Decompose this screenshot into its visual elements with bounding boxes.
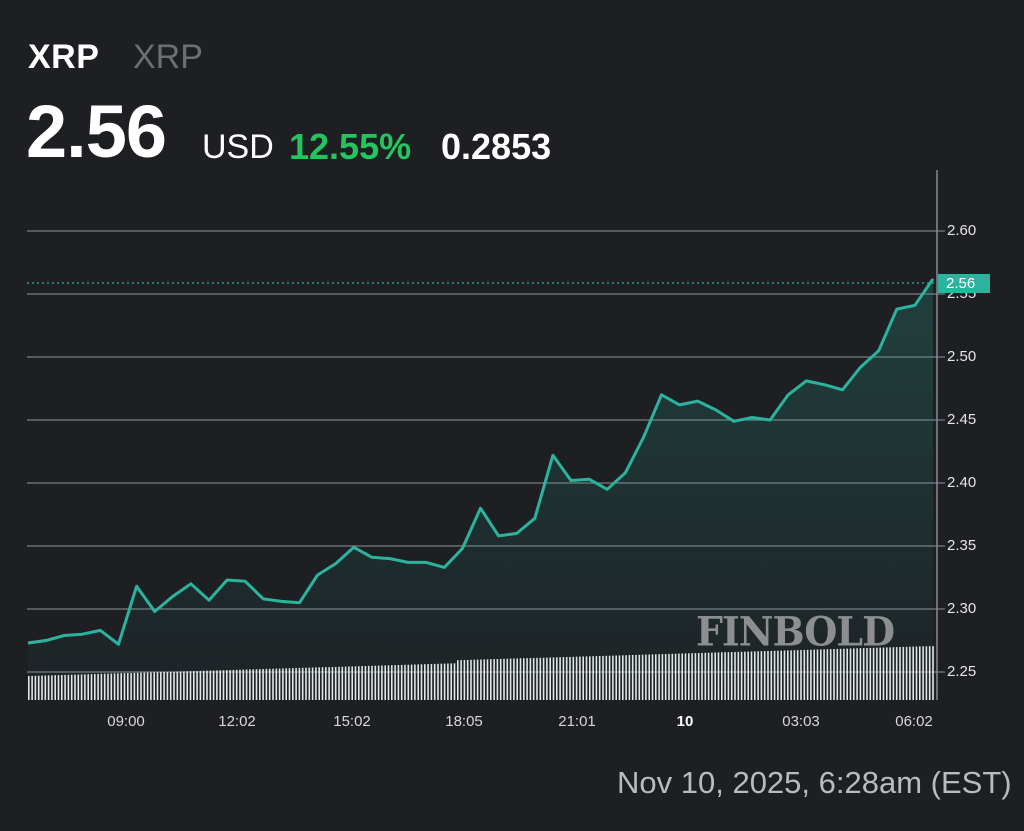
y-tick: 2.35 [947,537,977,554]
change-absolute: 0.2853 [441,126,552,167]
timestamp: Nov 10, 2025, 6:28am (EST) [617,765,1012,800]
y-tick: 2.45 [947,411,977,428]
last-price-badge: 2.56 [938,274,990,293]
finbold-watermark: FINBOLD [696,607,895,656]
x-tick: 18:05 [445,713,483,730]
y-tick: 2.25 [947,663,977,680]
x-tick: 06:02 [895,713,933,730]
y-tick: 2.50 [947,348,977,365]
x-tick: 09:00 [107,713,145,730]
y-tick: 2.60 [947,222,977,239]
x-tick: 12:02 [218,713,256,730]
x-tick: 03:03 [782,713,820,730]
current-price: 2.56 [26,90,167,173]
y-tick: 2.30 [947,600,977,617]
x-tick: 15:02 [333,713,371,730]
change-percent: 12.55% [289,126,412,167]
y-tick: 2.40 [947,474,977,491]
header-name: XRP [28,38,100,76]
currency-label: USD [202,128,274,166]
price-area [28,278,933,700]
x-tick-day: 10 [676,713,694,730]
price-line [27,278,935,646]
x-tick: 21:01 [558,713,596,730]
header-symbol: XRP [133,38,203,76]
